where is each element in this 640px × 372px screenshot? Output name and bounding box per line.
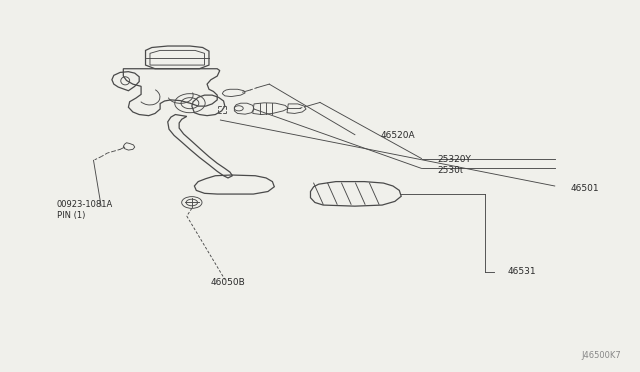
Text: 2530ι: 2530ι bbox=[437, 166, 463, 175]
Text: 25320Y: 25320Y bbox=[437, 155, 471, 164]
Text: J46500K7: J46500K7 bbox=[582, 351, 621, 360]
Text: 00923-1081A
PIN (1): 00923-1081A PIN (1) bbox=[57, 200, 113, 219]
Text: 46501: 46501 bbox=[571, 185, 599, 193]
Text: 46531: 46531 bbox=[507, 266, 536, 276]
Text: 46520A: 46520A bbox=[380, 131, 415, 140]
Text: 46050B: 46050B bbox=[211, 278, 245, 286]
